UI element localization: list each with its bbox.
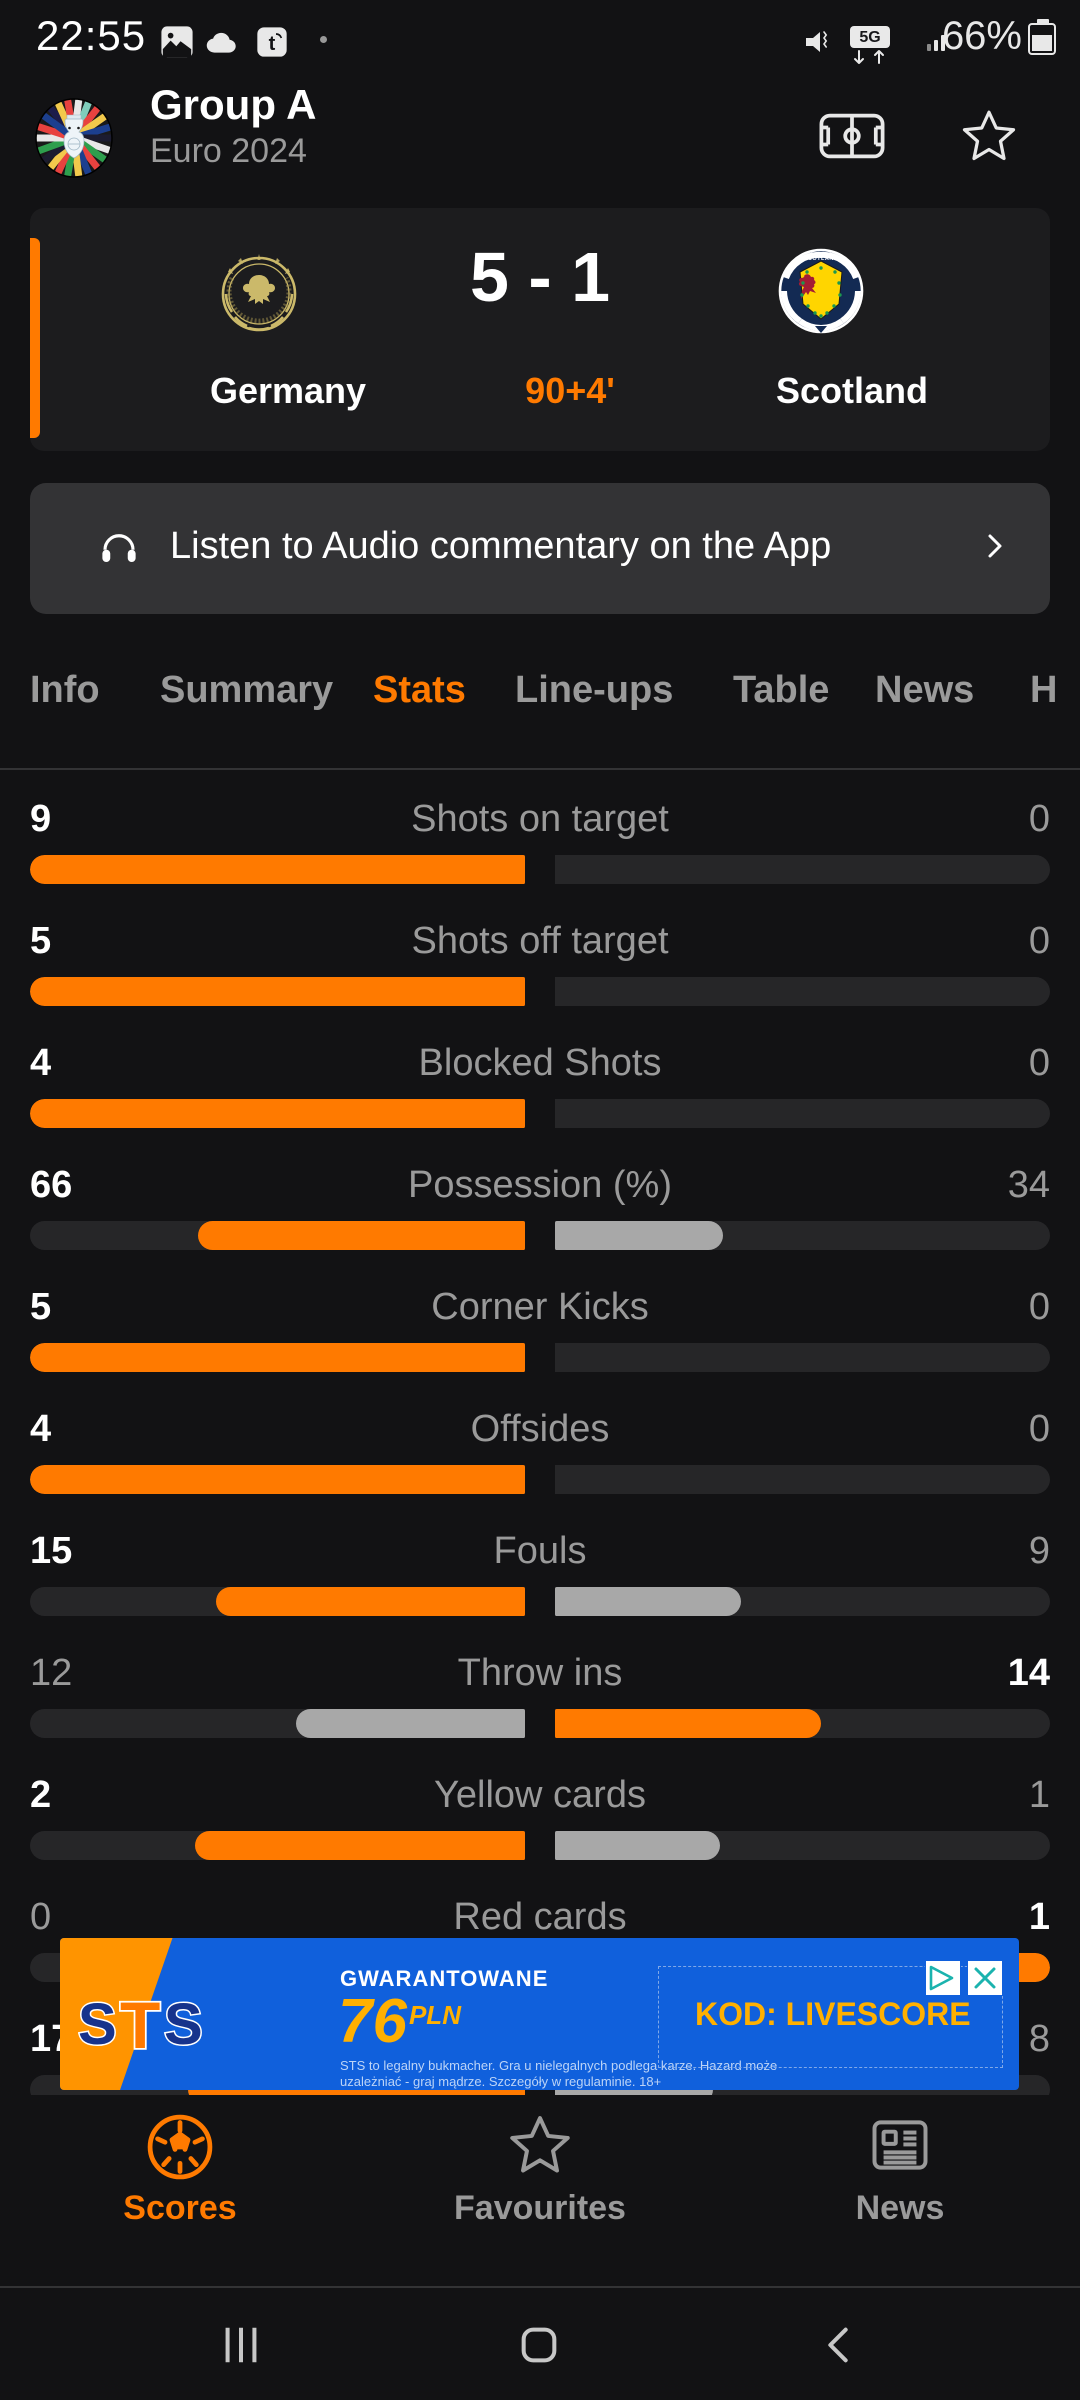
- svg-text:t: t: [269, 33, 276, 55]
- svg-text:5G: 5G: [859, 29, 880, 46]
- svg-text:S: S: [164, 1992, 203, 2056]
- svg-text:SCOTLAND: SCOTLAND: [804, 256, 839, 262]
- svg-text:S: S: [78, 1992, 117, 2056]
- svg-text:T: T: [120, 1988, 160, 2056]
